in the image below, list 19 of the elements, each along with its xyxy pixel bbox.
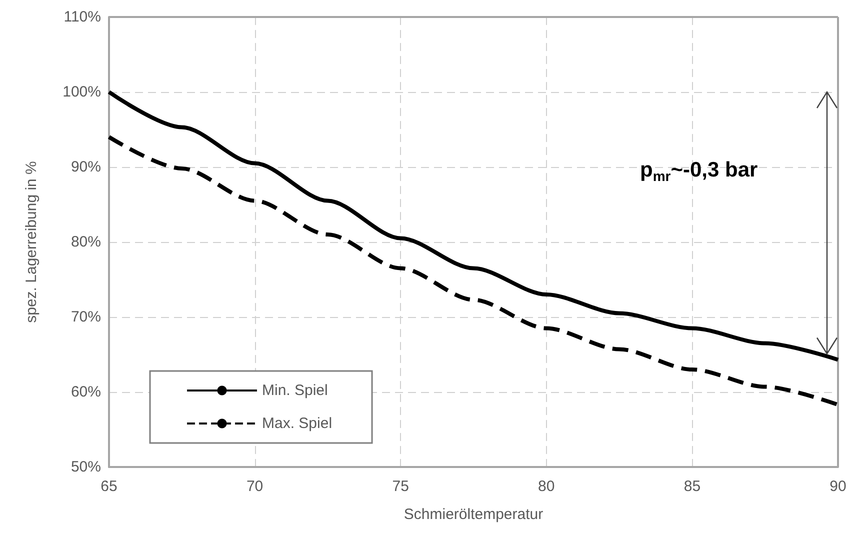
x-tick-label: 90 xyxy=(830,478,846,495)
y-tick-label: 70% xyxy=(70,308,101,326)
x-axis-title: Schmieröltemperatur xyxy=(404,506,544,523)
y-tick-label: 90% xyxy=(70,158,101,176)
x-tick-label: 75 xyxy=(392,478,409,495)
y-tick-label: 50% xyxy=(70,458,101,476)
line-series xyxy=(107,90,840,362)
y-tick-label: 100% xyxy=(62,84,101,100)
line-series xyxy=(107,135,840,407)
legend-label: Max. Spiel xyxy=(262,415,332,432)
y-tick-label: 60% xyxy=(70,384,101,400)
legend-label: Min. Spiel xyxy=(262,382,328,399)
x-tick-label: 80 xyxy=(538,478,555,495)
x-tick-label: 70 xyxy=(246,478,264,495)
x-tick-label: 65 xyxy=(100,478,118,495)
y-tick-label: 80% xyxy=(70,234,101,250)
y-axis-title: spez. Lagerreibung in % xyxy=(23,161,40,323)
x-tick-label: 85 xyxy=(684,478,701,495)
y-tick-label: 110% xyxy=(64,8,101,26)
